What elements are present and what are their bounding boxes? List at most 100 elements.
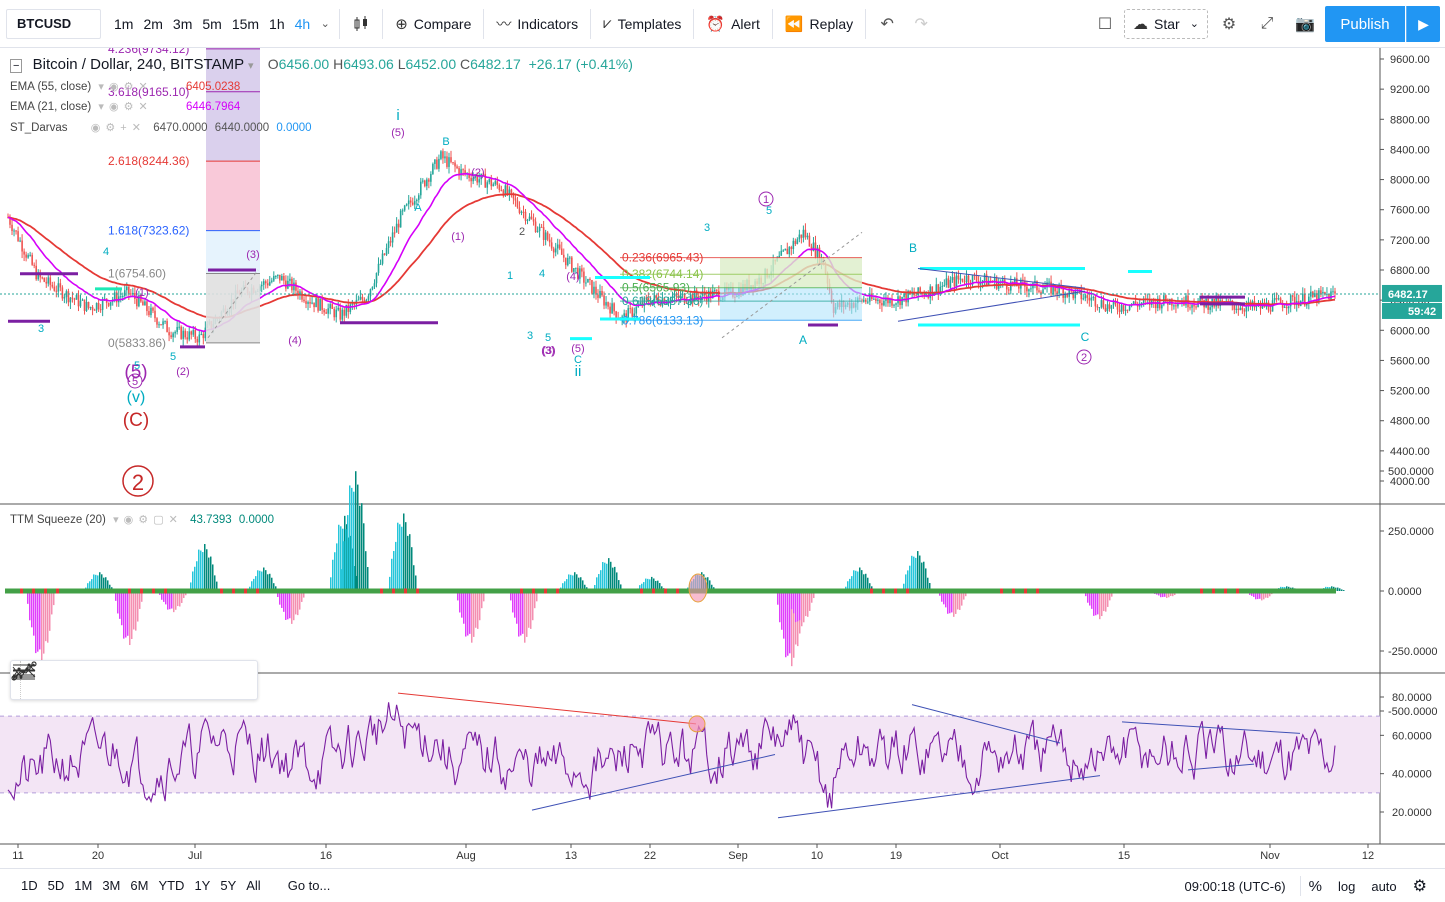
candle-body xyxy=(1245,306,1248,312)
ttm-bar xyxy=(41,591,43,662)
indicators-button[interactable]: 〰 Indicators xyxy=(488,9,586,39)
ttm-bar xyxy=(961,591,963,606)
legend-collapse-icon[interactable]: − xyxy=(10,59,23,73)
candle-body xyxy=(530,216,533,220)
path-icon[interactable] xyxy=(11,661,249,699)
candle-body xyxy=(85,301,88,311)
interval-1h[interactable]: 1h xyxy=(269,15,285,32)
elliott-correction-icon[interactable] xyxy=(12,661,135,699)
range-1m[interactable]: 1M xyxy=(74,878,93,893)
replay-button[interactable]: ⏪ Replay xyxy=(777,9,861,39)
candle-body xyxy=(818,247,821,264)
elliott-impulse-icon[interactable] xyxy=(12,661,97,699)
percent-toggle[interactable]: % xyxy=(1308,877,1322,895)
candle-body xyxy=(1255,305,1258,308)
ttm-bar xyxy=(285,591,287,620)
candle-body xyxy=(264,281,267,284)
ttm-axis-label: 0.0000 xyxy=(1388,586,1422,598)
wave-label-3c: 3 xyxy=(527,330,533,342)
candle-body xyxy=(987,280,990,286)
range-6m[interactable]: 6M xyxy=(130,878,149,893)
range-5d[interactable]: 5D xyxy=(47,878,65,893)
expand-icon[interactable]: ⤢ xyxy=(1260,14,1274,32)
compare-button[interactable]: ⊕ Compare xyxy=(387,9,479,39)
interval-3m[interactable]: 3m xyxy=(172,15,193,32)
undo-icon[interactable]: ↶ xyxy=(880,15,894,33)
price-axis-label: 8400.00 xyxy=(1390,144,1430,156)
publish-button[interactable]: Publish xyxy=(1325,6,1405,42)
candle-body xyxy=(57,283,60,292)
interval-1m[interactable]: 1m xyxy=(114,15,134,32)
log-toggle[interactable]: log xyxy=(1337,878,1356,894)
ttm-bar xyxy=(95,574,97,591)
templates-button[interactable]: ⩗ Templates xyxy=(595,9,689,39)
darvas-legend[interactable]: ST_Darvas ◉ ⚙ + ✕ 6470.0000 6440.0000 0.… xyxy=(10,121,312,134)
legend-controls-icon[interactable]: ▾ ◉ ⚙ ▢ ✕ xyxy=(113,514,179,526)
retrace-trend-line xyxy=(721,231,863,339)
range-ytd[interactable]: YTD xyxy=(158,878,185,893)
range-3m[interactable]: 3M xyxy=(102,878,121,893)
gear-icon[interactable]: ⚙ xyxy=(1221,15,1237,33)
interval-2m[interactable]: 2m xyxy=(143,15,163,32)
candle-body xyxy=(562,254,565,258)
candle-body xyxy=(1100,300,1103,308)
candle-body xyxy=(202,334,205,339)
candle-body xyxy=(1038,290,1040,292)
legend-controls-icon[interactable]: ▾ ◉ ⚙ ✕ xyxy=(98,101,149,113)
ttm-bar xyxy=(1095,591,1097,616)
ema55-legend[interactable]: EMA (55, close) ▾ ◉ ⚙ ✕ 6405.0238 xyxy=(10,80,240,93)
candle-body xyxy=(949,280,952,288)
goto-button[interactable]: Go to... xyxy=(287,878,331,893)
range-1y[interactable]: 1Y xyxy=(194,878,211,893)
ttm-bar xyxy=(287,591,289,620)
ema21-legend[interactable]: EMA (21, close) ▾ ◉ ⚙ ✕ 6446.7964 xyxy=(10,100,240,113)
ttm-legend[interactable]: TTM Squeeze (20) ▾ ◉ ⚙ ▢ ✕ 43.7393 0.000… xyxy=(10,513,274,526)
ttm-bar xyxy=(27,591,29,604)
candles-icon[interactable] xyxy=(344,9,378,39)
candle-body xyxy=(1189,307,1191,309)
camera-icon[interactable]: 📷 xyxy=(1295,15,1315,33)
star-button[interactable]: ☁ Star ⌄ xyxy=(1124,8,1208,39)
interval-dropdown-icon[interactable]: ⌄ xyxy=(320,18,330,30)
wave-label-5c: 5 xyxy=(766,205,772,217)
wave-label-3b: 3 xyxy=(704,222,710,234)
drag-handle[interactable] xyxy=(11,661,21,699)
candle-body xyxy=(395,223,398,233)
rsi-trendline-red xyxy=(397,692,697,725)
range-all[interactable]: All xyxy=(246,878,261,893)
interval-15m[interactable]: 15m xyxy=(231,15,260,32)
fullscreen-square-icon[interactable]: ☐ xyxy=(1097,15,1113,33)
ttm-bar xyxy=(35,591,37,654)
ttm-bar xyxy=(467,591,469,636)
gear-icon[interactable]: ⚙ xyxy=(1412,878,1427,895)
rsi-trendline-blue xyxy=(777,775,1101,819)
candle-body xyxy=(548,239,551,243)
candle-body xyxy=(635,307,638,314)
interval-5m[interactable]: 5m xyxy=(202,15,222,32)
ttm-bar xyxy=(407,535,409,591)
legend-controls-icon[interactable]: ◉ ⚙ + ✕ xyxy=(90,122,143,134)
interval-4h[interactable]: 4h xyxy=(294,15,311,32)
trend-line-icon[interactable] xyxy=(11,661,173,699)
redo-icon[interactable]: ↷ xyxy=(914,15,928,33)
title-chevron-icon[interactable]: ▾ xyxy=(247,60,254,72)
chart-canvas[interactable]: 9600.00 9200.00 8800.00 8400.00 8000.00 7600.… xyxy=(0,48,1445,868)
publish-play-icon[interactable]: ▶ xyxy=(1406,6,1440,42)
rsi-axis-label: 20.0000 xyxy=(1392,807,1432,819)
legend-controls-icon[interactable]: ▾ ◉ ⚙ ✕ xyxy=(98,81,149,93)
range-5y[interactable]: 5Y xyxy=(220,878,237,893)
ttm-bar xyxy=(1263,591,1265,600)
candle-body xyxy=(357,299,360,301)
candle-body xyxy=(544,232,547,240)
ttm-bar xyxy=(289,591,291,619)
symbol-search[interactable]: BTCUSD xyxy=(6,8,101,39)
candle-body xyxy=(869,293,871,302)
fib-retracement-icon[interactable] xyxy=(12,661,211,699)
ttm-bar xyxy=(965,591,967,597)
candle-body xyxy=(1014,278,1016,284)
alert-button[interactable]: ⏰ Alert xyxy=(698,9,767,39)
range-1d[interactable]: 1D xyxy=(21,878,38,893)
ttm-bar xyxy=(1164,591,1166,597)
auto-toggle[interactable]: auto xyxy=(1371,878,1397,894)
chart-area[interactable]: 9600.00 9200.00 8800.00 8400.00 8000.00 7600.… xyxy=(0,48,1445,868)
